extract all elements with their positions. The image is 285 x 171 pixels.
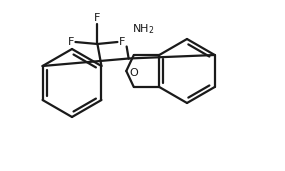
Text: F: F	[94, 13, 101, 23]
Text: NH$_2$: NH$_2$	[132, 23, 154, 36]
Text: O: O	[129, 68, 138, 78]
Text: F: F	[119, 37, 125, 47]
Text: F: F	[68, 37, 74, 47]
